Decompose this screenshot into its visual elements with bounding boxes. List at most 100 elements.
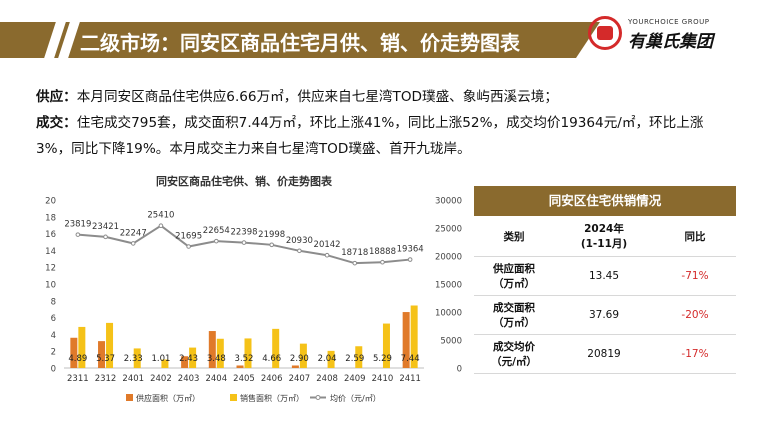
sales-data-label: 2.04 (318, 354, 337, 364)
page-title: 二级市场：同安区商品住宅月供、销、价走势图表 (80, 31, 520, 55)
table-row: 成交均价 （元/㎡） 20819 -17% (474, 335, 736, 374)
price-data-label: 22654 (203, 226, 230, 236)
sales-data-label: 2.59 (345, 354, 364, 364)
company-logo: YOURCHOICE GROUP 有巢氏集团 (588, 10, 738, 54)
price-data-label: 19364 (397, 245, 424, 255)
y-left-tick-label: 6 (51, 314, 56, 324)
deal-line: 成交：住宅成交795套，成交面积7.44万㎡，环比上涨41%，同比上涨52%，成… (36, 110, 736, 162)
supply-bar (236, 365, 244, 368)
price-data-label: 21998 (258, 230, 285, 240)
table-row: 成交面积 （万㎡） 37.69 -20% (474, 296, 736, 335)
legend-price-marker (315, 395, 321, 400)
sales-bar (355, 346, 363, 368)
price-data-label: 22247 (120, 228, 147, 238)
sales-bar (272, 328, 280, 368)
supply-label: 供应： (36, 89, 77, 105)
supply-bar (98, 341, 106, 368)
row-value: 13.45 (588, 270, 620, 282)
supply-bar (208, 331, 216, 368)
supply-bar (181, 356, 189, 368)
price-data-label: 22398 (230, 228, 257, 238)
sales-data-label: 3.48 (207, 354, 226, 364)
deal-text: 住宅成交795套，成交面积7.44万㎡，环比上涨41%，同比上涨52%，成交均价… (36, 115, 704, 157)
sales-data-label: 3.52 (235, 354, 254, 364)
sales-data-label: 1.01 (151, 354, 170, 364)
sales-bar (299, 343, 307, 368)
table-header-period: 2024年 (1-11月) (580, 223, 628, 250)
sales-data-label: 2.90 (290, 354, 309, 364)
supply-text: 本月同安区商品住宅供应6.66万㎡，供应来自七星湾TOD璞盛、象屿西溪云境； (76, 89, 558, 105)
sales-data-label: 2.43 (179, 354, 198, 364)
x-tick-label: 2404 (205, 374, 227, 384)
x-tick-label: 2411 (399, 374, 421, 384)
sales-bar (244, 338, 252, 368)
sales-data-label: 4.89 (68, 354, 87, 364)
y-right-tick-label: 15000 (435, 281, 462, 291)
sales-bar (382, 323, 390, 368)
legend-supply-label: 供应面积（万㎡） (136, 393, 200, 403)
price-data-label: 18888 (369, 247, 396, 257)
price-point (407, 257, 413, 262)
table-header-category: 类别 (503, 230, 525, 243)
logo-name: 有巢氏集团 (628, 32, 713, 52)
x-tick-label: 2403 (178, 374, 200, 384)
price-data-label: 20142 (314, 240, 341, 250)
logo-icon (588, 16, 622, 50)
supply-sales-table: 同安区住宅供销情况 类别 2024年 (1-11月) 同比 供应面积 （万㎡） … (474, 186, 736, 374)
legend-supply-swatch (126, 394, 133, 401)
legend-sales-label: 销售面积（万㎡） (240, 393, 304, 403)
price-point (214, 238, 219, 244)
price-point (324, 252, 330, 258)
y-left-tick-label: 8 (51, 297, 56, 307)
supply-bar (402, 312, 410, 368)
row-change: -20% (681, 309, 709, 321)
price-data-label: 23421 (92, 222, 119, 232)
table-title: 同安区住宅供销情况 (474, 186, 736, 216)
price-data-label: 20930 (286, 236, 313, 246)
y-right-tick-label: 30000 (435, 197, 462, 207)
legend-sales-swatch (230, 394, 237, 401)
x-tick-label: 2410 (372, 374, 394, 384)
summary-paragraph: 供应：本月同安区商品住宅供应6.66万㎡，供应来自七星湾TOD璞盛、象屿西溪云境… (36, 84, 736, 162)
logo-subtitle: YOURCHOICE GROUP (628, 18, 710, 26)
deal-label: 成交： (36, 115, 77, 131)
sales-bar (327, 350, 335, 368)
price-data-label: 23819 (64, 220, 91, 230)
y-left-tick-label: 16 (45, 230, 56, 240)
price-point (269, 242, 274, 248)
sales-bar (78, 326, 86, 368)
sales-bar (189, 347, 197, 368)
x-tick-label: 2406 (261, 374, 283, 384)
x-tick-label: 2312 (95, 374, 117, 384)
y-left-tick-label: 2 (51, 348, 56, 358)
y-left-tick-label: 4 (51, 331, 56, 341)
y-left-tick-label: 10 (45, 281, 56, 291)
y-left-tick-label: 12 (45, 264, 56, 274)
price-data-label: 18718 (341, 248, 368, 258)
y-right-tick-label: 5000 (440, 337, 462, 347)
row-change: -17% (681, 348, 709, 360)
y-left-tick-label: 18 (45, 213, 56, 223)
price-point (130, 241, 136, 246)
x-tick-label: 2401 (122, 374, 144, 384)
y-right-tick-label: 25000 (435, 225, 462, 235)
trend-chart: 同安区商品住宅供、销、价走势图表 0 2 4 6 8 10 12 14 16 18 20 0 5000 10… (28, 172, 468, 412)
price-data-label: 21695 (175, 232, 202, 242)
price-point (352, 260, 358, 266)
row-value: 20819 (587, 348, 621, 360)
sales-data-label: 5.37 (96, 354, 115, 364)
trend-chart-svg: 同安区商品住宅供、销、价走势图表 0 2 4 6 8 10 12 14 16 18 20 0 5000 10… (45, 174, 462, 403)
sales-data-label: 2.33 (124, 354, 143, 364)
price-point (297, 248, 302, 254)
x-tick-label: 2405 (233, 374, 255, 384)
title-banner (0, 22, 600, 58)
y-left-tick-label: 14 (45, 247, 56, 257)
price-point (75, 232, 81, 237)
row-label: 成交均价 （元/㎡） (491, 341, 537, 368)
price-point (241, 240, 247, 245)
sales-bar (106, 322, 114, 368)
table-row: 供应面积 （万㎡） 13.45 -71% (474, 257, 736, 296)
x-tick-label: 2407 (289, 374, 311, 384)
price-point (158, 223, 164, 229)
chart-title: 同安区商品住宅供、销、价走势图表 (156, 174, 333, 188)
